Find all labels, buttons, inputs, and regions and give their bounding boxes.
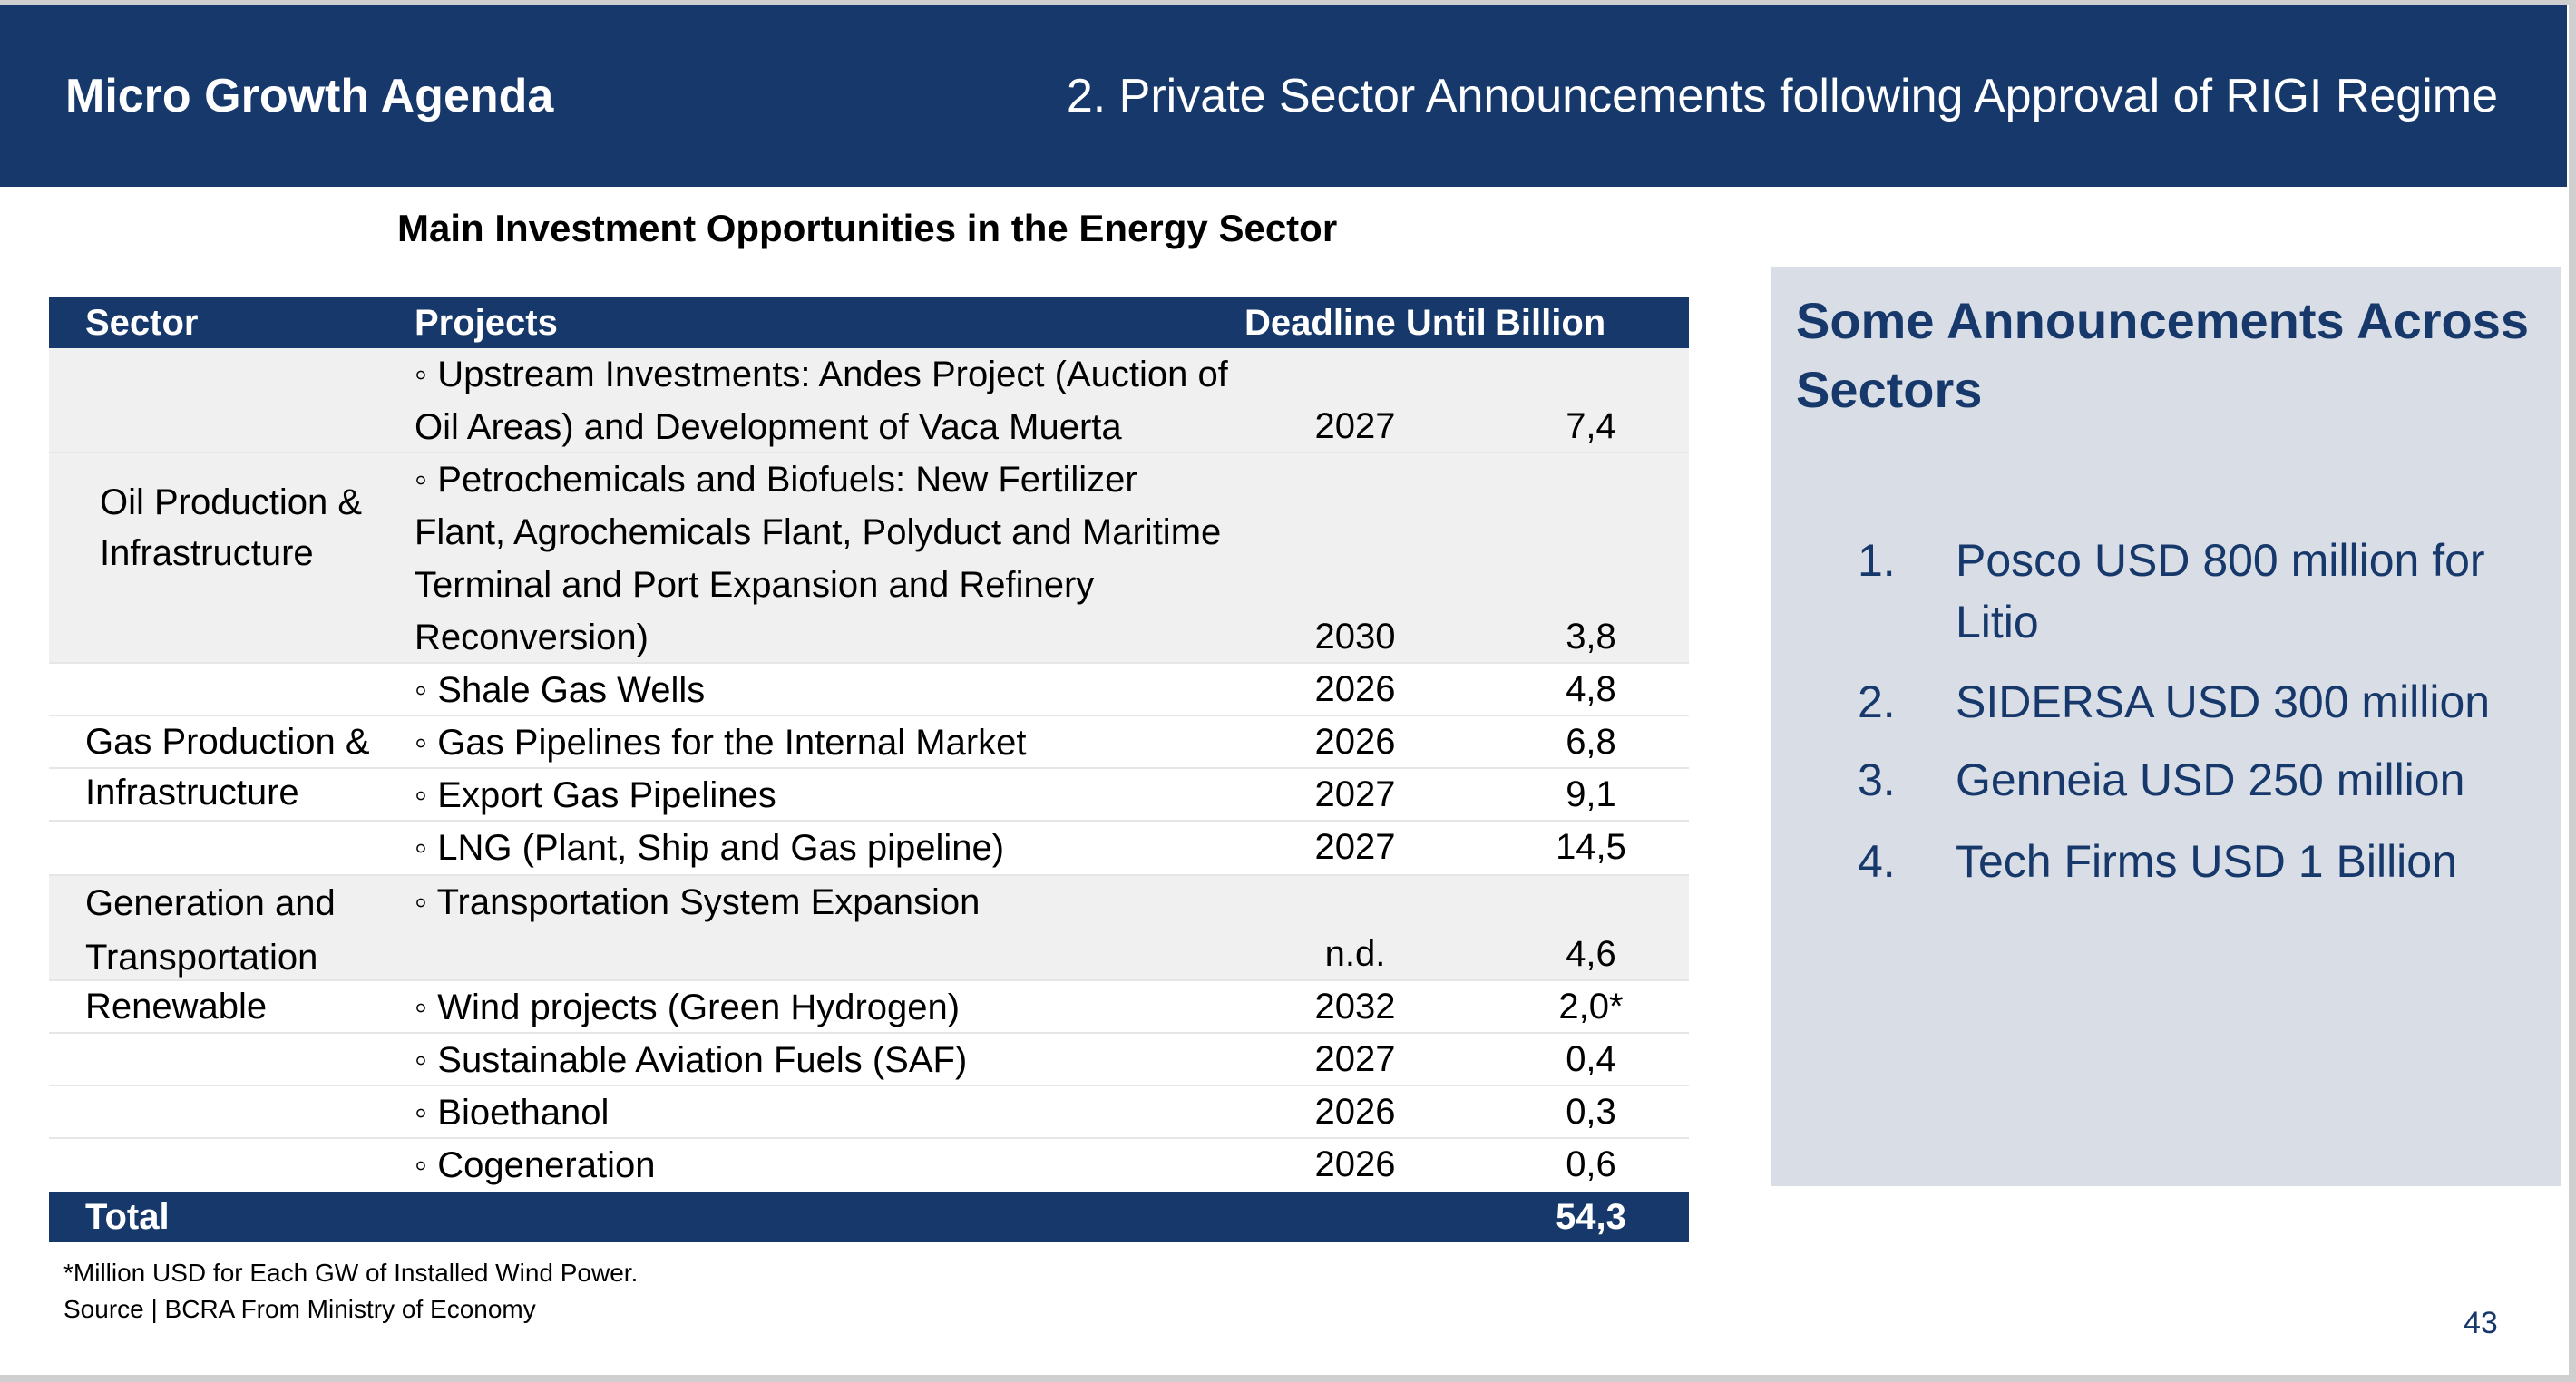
- list-number: 2.: [1858, 676, 1896, 727]
- project-cell: ◦ Bioethanol: [415, 1093, 610, 1133]
- panel-title: Some Announcements Across Sectors: [1796, 292, 2530, 418]
- project-cell: ◦ Petrochemicals and Biofuels: New Ferti…: [415, 460, 1222, 657]
- table-title: Main Investment Opportunities in the Ene…: [397, 207, 1338, 249]
- sector-label-text: Generation and Transportation: [85, 883, 336, 978]
- list-item: 3. Genneia USD 250 million: [1771, 749, 2561, 831]
- window-frame-top: [0, 0, 2576, 5]
- sector-label: Renewable: [85, 981, 394, 1032]
- sector-label: Gas Production & Infrastructure: [85, 716, 394, 818]
- deadline-cell: 2026: [1314, 1144, 1396, 1184]
- billion-usd-cell: 0,4: [1566, 1039, 1616, 1079]
- total-value: 54,3: [1556, 1197, 1626, 1237]
- list-text: Posco USD 800 million for Litio: [1956, 535, 2485, 647]
- table-row: ◦ Gas Pipelines for the Internal Market …: [49, 716, 1689, 769]
- table-row: ◦ Export Gas Pipelines 2027 9,1: [49, 769, 1689, 822]
- window-frame-bottom: [0, 1375, 2576, 1382]
- list-text: Tech Firms USD 1 Billion: [1956, 836, 2457, 887]
- list-text: Genneia USD 250 million: [1956, 754, 2465, 805]
- deadline-cell: 2027: [1314, 827, 1396, 867]
- sector-group-generation: Generation and Transportation ◦ Transpor…: [49, 874, 1689, 979]
- billion-usd-cell: 6,8: [1566, 722, 1616, 762]
- billion-usd-cell: 4,8: [1566, 669, 1616, 709]
- sector-label-text: Oil Production & Infrastructure: [100, 482, 363, 573]
- slide-title: 2. Private Sector Announcements followin…: [1066, 70, 2498, 122]
- project-cell: ◦ Export Gas Pipelines: [415, 775, 776, 815]
- table-row: ◦ Wind projects (Green Hydrogen) 2032 2,…: [49, 981, 1689, 1034]
- table-row: ◦ Petrochemicals and Biofuels: New Ferti…: [49, 453, 1689, 662]
- column-header-billion-usd: Billion USD: [1495, 303, 1606, 394]
- deadline-cell: 2026: [1314, 722, 1396, 762]
- investment-table: Sector Projects Deadline Until Billion U…: [49, 297, 1689, 1242]
- deadline-cell: 2032: [1314, 987, 1396, 1027]
- billion-usd-cell: 0,3: [1566, 1092, 1616, 1132]
- column-header-sector: Sector: [85, 303, 199, 343]
- table-row: ◦ Transportation System Expansion n.d. 4…: [49, 876, 1689, 979]
- project-cell: ◦ Transportation System Expansion: [415, 882, 981, 922]
- deadline-cell: 2026: [1314, 669, 1396, 709]
- section-title: Micro Growth Agenda: [65, 70, 554, 122]
- list-item: 1. Posco USD 800 million for Litio: [1771, 530, 2561, 671]
- table-row: ◦ Sustainable Aviation Fuels (SAF) 2027 …: [49, 1034, 1689, 1086]
- deadline-cell: 2026: [1314, 1092, 1396, 1132]
- billion-usd-cell: 14,5: [1556, 827, 1626, 867]
- table-row: ◦ Shale Gas Wells 2026 4,8: [49, 664, 1689, 716]
- deadline-cell: 2027: [1314, 406, 1396, 446]
- table-row: ◦ Bioethanol 2026 0,3: [49, 1086, 1689, 1139]
- column-header-projects: Projects: [415, 303, 558, 343]
- table-notes: *Million USD for Each GW of Installed Wi…: [63, 1255, 638, 1328]
- total-label: Total: [85, 1197, 170, 1237]
- sector-group-renewable: Renewable ◦ Wind projects (Green Hydroge…: [49, 979, 1689, 1192]
- source-note: Source | BCRA From Ministry of Economy: [63, 1295, 536, 1323]
- table-total-row: Total 54,3: [49, 1192, 1689, 1242]
- list-text: SIDERSA USD 300 million: [1956, 676, 2491, 727]
- sector-group-oil: Oil Production & Infrastructure ◦ Upstre…: [49, 348, 1689, 662]
- deadline-cell: n.d.: [1324, 934, 1386, 974]
- sector-label-text: Renewable: [85, 987, 268, 1027]
- project-cell: ◦ Upstream Investments: Andes Project (A…: [415, 355, 1228, 447]
- announcements-panel: Some Announcements Across Sectors 1. Pos…: [1771, 267, 2561, 1186]
- table-row: ◦ Cogeneration 2026 0,6: [49, 1139, 1689, 1190]
- project-cell: ◦ Shale Gas Wells: [415, 670, 706, 710]
- window-frame-right: [2569, 0, 2576, 1382]
- table-row: ◦ Upstream Investments: Andes Project (A…: [49, 348, 1689, 453]
- slide-header: Micro Growth Agenda 2. Private Sector An…: [0, 5, 2567, 187]
- announcements-list: 1. Posco USD 800 million for Litio 2. SI…: [1771, 530, 2561, 909]
- table-row: ◦ LNG (Plant, Ship and Gas pipeline) 202…: [49, 822, 1689, 872]
- sector-group-gas: Gas Production & Infrastructure ◦ Shale …: [49, 662, 1689, 874]
- list-number: 3.: [1858, 754, 1896, 805]
- billion-usd-cell: 9,1: [1566, 774, 1616, 814]
- sector-label-text: Gas Production & Infrastructure: [85, 722, 370, 813]
- page-number: 43: [2464, 1306, 2498, 1340]
- project-cell: ◦ Wind projects (Green Hydrogen): [415, 988, 961, 1027]
- billion-usd-cell: 7,4: [1566, 406, 1616, 446]
- table-header-row: Sector Projects Deadline Until Billion U…: [49, 297, 1689, 394]
- sector-label: Generation and Transportation: [85, 876, 394, 985]
- sector-label: Oil Production & Infrastructure: [100, 477, 399, 579]
- billion-usd-cell: 0,6: [1566, 1144, 1616, 1184]
- billion-usd-cell: 3,8: [1566, 617, 1616, 657]
- list-number: 4.: [1858, 836, 1896, 887]
- project-cell: ◦ LNG (Plant, Ship and Gas pipeline): [415, 828, 1005, 868]
- deadline-cell: 2027: [1314, 1039, 1396, 1079]
- deadline-cell: 2030: [1314, 617, 1396, 657]
- billion-usd-cell: 4,6: [1566, 934, 1616, 974]
- project-cell: ◦ Gas Pipelines for the Internal Market: [415, 723, 1027, 763]
- deadline-cell: 2027: [1314, 774, 1396, 814]
- project-cell: ◦ Sustainable Aviation Fuels (SAF): [415, 1040, 968, 1080]
- list-number: 1.: [1858, 535, 1896, 586]
- list-item: 2. SIDERSA USD 300 million: [1771, 671, 2561, 749]
- list-item: 4. Tech Firms USD 1 Billion: [1771, 831, 2561, 909]
- footnote: *Million USD for Each GW of Installed Wi…: [63, 1259, 639, 1287]
- billion-usd-cell: 2,0*: [1558, 987, 1624, 1027]
- project-cell: ◦ Cogeneration: [415, 1145, 656, 1185]
- column-header-deadline: Deadline Until: [1244, 303, 1487, 343]
